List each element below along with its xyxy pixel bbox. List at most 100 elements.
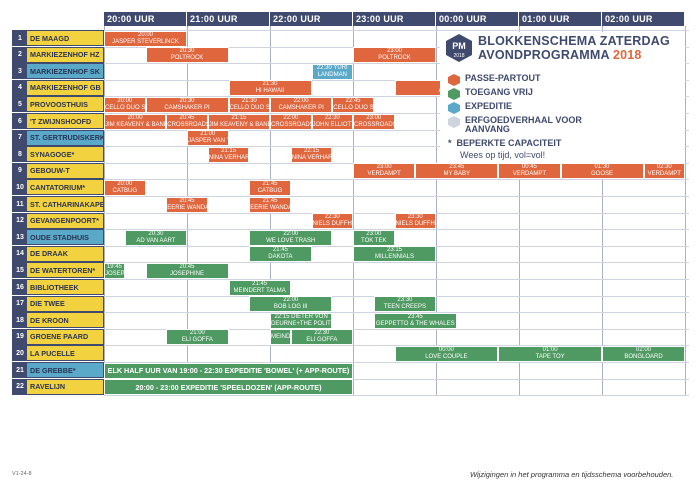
event-name: ELI GOFFA xyxy=(181,337,213,344)
event-block[interactable]: 00:00 LOVE COUPLE xyxy=(394,345,499,362)
event-time: 00:00 xyxy=(438,346,454,353)
event-block[interactable]: 21:45 EERIE WANDA xyxy=(249,196,291,213)
grid-hline xyxy=(104,196,689,197)
event-block[interactable]: 20:30 AD VAN AART xyxy=(124,229,187,246)
event-block[interactable]: 23:45 GEPPETTO & THE WHALES xyxy=(373,312,457,329)
venue-number: 1 xyxy=(13,31,27,45)
event-block[interactable]: 01:00 TAPE TOY xyxy=(498,345,602,362)
event-block[interactable]: 23:00 POLTROCK xyxy=(353,47,436,64)
event-block[interactable]: 02:00 BONGLOARD xyxy=(602,345,685,362)
venue-number: 9 xyxy=(13,163,27,178)
event-time: 22:30 YURI xyxy=(316,64,348,71)
event-block[interactable]: 23:30 TEEN CREEPS xyxy=(373,296,436,313)
event-time: 01:30 xyxy=(594,164,610,171)
capacity-note: * BEPERKTE CAPACITEIT xyxy=(448,138,561,148)
event-name: CATBUG xyxy=(257,187,283,194)
venue-number: 10 xyxy=(13,180,27,195)
event-name: CELLO DUO SIRIUS xyxy=(333,104,374,111)
hour-header: 01:00 UUR xyxy=(519,12,601,26)
event-name: TAPE TOY xyxy=(535,353,565,360)
venue-row: 20 LA PUCELLE xyxy=(12,345,104,362)
event-block[interactable]: 20:00 JASPER STEVERLINCK xyxy=(104,30,187,47)
venue-name: LA PUCELLE xyxy=(30,348,75,358)
venue-number: 5 xyxy=(13,97,27,112)
event-block[interactable]: 22:30 ELI GOFFA xyxy=(290,329,353,346)
event-name: NINA VERHAREN xyxy=(291,154,333,161)
event-name: TOK TEK xyxy=(361,237,387,244)
event-time: 21:45 xyxy=(252,280,268,287)
venue-row: 3 MARKIEZENHOF SK xyxy=(12,63,104,80)
venue-row: 15 DE WATERTOREN* xyxy=(12,262,104,279)
event-block[interactable]: 22:00 WE LOVE TRASH xyxy=(249,229,333,246)
expedition-block[interactable]: ELK HALF UUR VAN 19:00 - 22:30 EXPEDITIE… xyxy=(104,362,353,379)
event-block[interactable]: 20:00 CATBUG xyxy=(104,179,146,196)
hour-header: 21:00 UUR xyxy=(187,12,269,26)
event-name: JIM KEAVENY & BAND xyxy=(105,121,167,128)
venue-number: 2 xyxy=(13,47,27,62)
venue-name: GROENE PAARD xyxy=(30,332,89,342)
event-time: 20:45 xyxy=(179,197,195,204)
event-block[interactable]: 20:45 EERIE WANDA xyxy=(166,196,208,213)
venue-name: MARKIEZENHOF HZ xyxy=(30,50,100,60)
legend-label: EXPEDITIE xyxy=(465,101,513,111)
event-block[interactable]: 20:30 POLTROCK xyxy=(145,47,229,64)
venue-number: 14 xyxy=(13,246,27,261)
hour-header: 20:00 UUR xyxy=(104,12,186,26)
event-block[interactable]: 00:45 VERDAMPT xyxy=(498,163,561,180)
event-block[interactable]: 22:00 BOB LOG III xyxy=(249,296,333,313)
expedition-block[interactable]: 20:00 - 23:00 EXPEDITIE 'SPEELDOZEN' (AP… xyxy=(104,379,353,396)
event-block[interactable]: 20:00 JIM KEAVENY & BAND xyxy=(104,113,167,130)
event-block[interactable]: 02:30 VERDAMPT xyxy=(643,163,685,180)
grid-vline xyxy=(602,26,603,396)
event-block[interactable]: 22:30 JOHN ELLIOTT xyxy=(311,113,353,130)
event-block[interactable]: 22:30 YURI LANDMAN xyxy=(311,63,353,80)
event-block[interactable]: 23:45 MY BABY xyxy=(415,163,499,180)
grid-vline xyxy=(685,26,686,396)
event-time: 22:30 xyxy=(324,114,340,121)
event-block[interactable]: 21:45 DAKOTA xyxy=(249,246,312,263)
event-name: CROSSROADS RADIO xyxy=(167,121,208,128)
event-block[interactable]: 21:30 HI HAWAII xyxy=(228,80,312,97)
logo-year: 2018 xyxy=(453,53,464,59)
event-block[interactable]: MEINDERT TALMA xyxy=(270,329,291,346)
event-block[interactable]: 01:30 GOOSE xyxy=(560,163,644,180)
event-time: 21:45 xyxy=(262,197,278,204)
event-block[interactable]: 23:15 MILLENNIALS xyxy=(353,246,436,263)
venue-row: 17 DIE TWEE xyxy=(12,295,104,312)
event-block[interactable]: 21:15 JIM KEAVENY & BAND xyxy=(207,113,270,130)
event-name: DAKOTA xyxy=(268,254,293,261)
event-block[interactable]: 21:45 CATBUG xyxy=(249,179,291,196)
venue-row: 9 GEBOUW-T xyxy=(12,162,104,179)
event-block[interactable]: 21:45 MEINDERT TALMA xyxy=(228,279,291,296)
event-time: 02:30 xyxy=(656,164,672,171)
event-name: POLTROCK xyxy=(378,55,411,62)
event-time: 00:45 xyxy=(521,164,537,171)
grid-hline xyxy=(104,146,689,148)
event-block[interactable]: 20:30 CAMSHAKER PI xyxy=(145,96,229,113)
event-block[interactable]: 23:00 TOK TEK xyxy=(353,229,395,246)
venue-row: 10 CANTATORIUM* xyxy=(12,179,104,196)
venue-number: 22 xyxy=(13,379,27,394)
event-block[interactable]: 21:00 ELI GOFFA xyxy=(166,329,229,346)
venue-name: SYNAGOGE* xyxy=(30,149,75,159)
event-block[interactable]: 22:00 CAMSHAKER PI xyxy=(270,96,333,113)
event-block[interactable]: 20:45 JOSEPHINE xyxy=(145,262,229,279)
event-block[interactable]: 23:00 VERDAMPT xyxy=(353,163,416,180)
event-time: 20:45 xyxy=(179,263,195,270)
venue-row: 11 ST. CATHARINAKAPEL xyxy=(12,196,104,212)
event-time: 22:00 xyxy=(293,97,309,104)
grid-vline xyxy=(519,26,520,396)
